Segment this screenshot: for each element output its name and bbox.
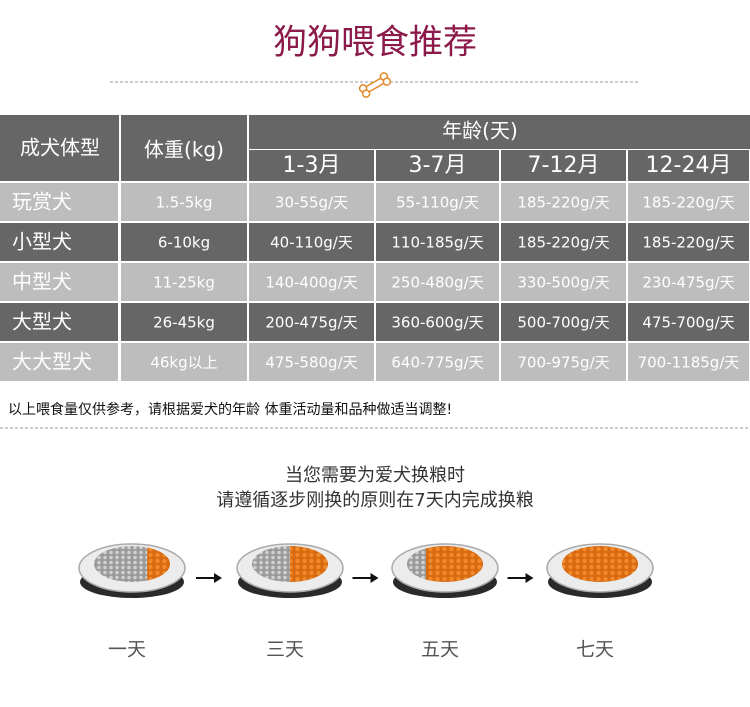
header-text: 年龄(天) [442,119,518,143]
table-value: 26-45kg [153,314,215,332]
title: 狗狗喂食推荐 [273,23,477,63]
table-cell [249,343,374,381]
header-cell [376,150,499,181]
header-text: 1-3月 [283,153,341,178]
table-cell [0,343,118,381]
table-cell [121,263,247,301]
table-value: 185-220g/天 [642,234,734,252]
header-text: 7-12月 [528,153,600,178]
table-value: 30-55g/天 [275,194,348,212]
table-cell [0,263,118,301]
table-cell [376,263,499,301]
table-value: 46kg以上 [150,354,217,372]
table-cell [628,223,749,261]
table-value: 360-600g/天 [391,314,483,332]
row-label: 中型犬 [12,270,72,294]
note: 以上喂食量仅供参考，请根据爱犬的年龄 体重活动量和品种做适当调整! [8,401,452,418]
table-cell [376,223,499,261]
table-cell [121,343,247,381]
table-value: 185-220g/天 [517,234,609,252]
header-text: 12-24月 [646,153,732,178]
table-cell [501,263,626,301]
row-label: 小型犬 [12,230,72,254]
table-value: 185-220g/天 [642,194,734,212]
table-value: 500-700g/天 [517,314,609,332]
header-cell [501,150,626,181]
header-text: 体重(kg) [144,138,224,162]
table-cell [0,303,118,341]
table-value: 330-500g/天 [517,274,609,292]
table-value: 475-700g/天 [642,314,734,332]
header-text: 成犬体型 [20,136,100,160]
table-cell [376,343,499,381]
arrow-head [214,573,222,583]
row-label: 大型犬 [12,310,72,334]
step-label: 五天 [421,639,459,661]
table-cell [0,223,118,261]
table-value: 6-10kg [158,234,210,252]
table-value: 200-475g/天 [265,314,357,332]
header-cell [628,150,749,181]
table-value: 640-775g/天 [391,354,483,372]
table-cell [501,183,626,221]
table-cell [501,303,626,341]
table-cell [121,303,247,341]
food-orange [147,546,170,582]
table-value: 40-110g/天 [270,234,353,252]
table-cell [628,263,749,301]
table-cell [376,183,499,221]
table-value: 250-480g/天 [391,274,483,292]
table-cell [376,303,499,341]
table-value: 700-975g/天 [517,354,609,372]
table-value: 110-185g/天 [391,234,483,252]
bowls: 一天 三天 五天 七天 [78,543,654,661]
table-cell [249,263,374,301]
row-label: 玩赏犬 [12,190,72,214]
bone-icon [358,72,392,98]
food-orange [562,546,638,582]
step-label: 七天 [576,639,614,661]
table-cell [121,223,247,261]
arrow-head [370,573,379,583]
table-value: 700-1185g/天 [638,354,740,372]
header-cell [249,150,374,181]
arrow-head [525,573,534,583]
table-cell [249,183,374,221]
table-cell [501,343,626,381]
table-cell [628,303,749,341]
row-label: 大大型犬 [12,350,92,374]
table-cell [628,183,749,221]
table-value: 55-110g/天 [396,194,479,212]
table-cell [501,223,626,261]
step-label: 三天 [266,639,304,661]
table-cell [121,183,247,221]
header-cell [121,115,247,181]
table-value: 185-220g/天 [517,194,609,212]
header-cell [0,115,119,181]
table-value: 475-580g/天 [265,354,357,372]
table-value: 140-400g/天 [265,274,357,292]
transition-line: 当您需要为爱犬换粮时 [285,465,465,486]
table-cell [249,223,374,261]
table-value: 1.5-5kg [155,194,212,212]
table-cell [249,303,374,341]
step-label: 一天 [108,639,146,661]
transition-line: 请遵循逐步刚换的原则在7天内完成换粮 [216,490,533,511]
header-cell [249,115,750,149]
table-value: 230-475g/天 [642,274,734,292]
table-cell [0,183,118,221]
table-cell [628,343,749,381]
table-value: 11-25kg [153,274,215,292]
header-text: 3-7月 [409,153,467,178]
